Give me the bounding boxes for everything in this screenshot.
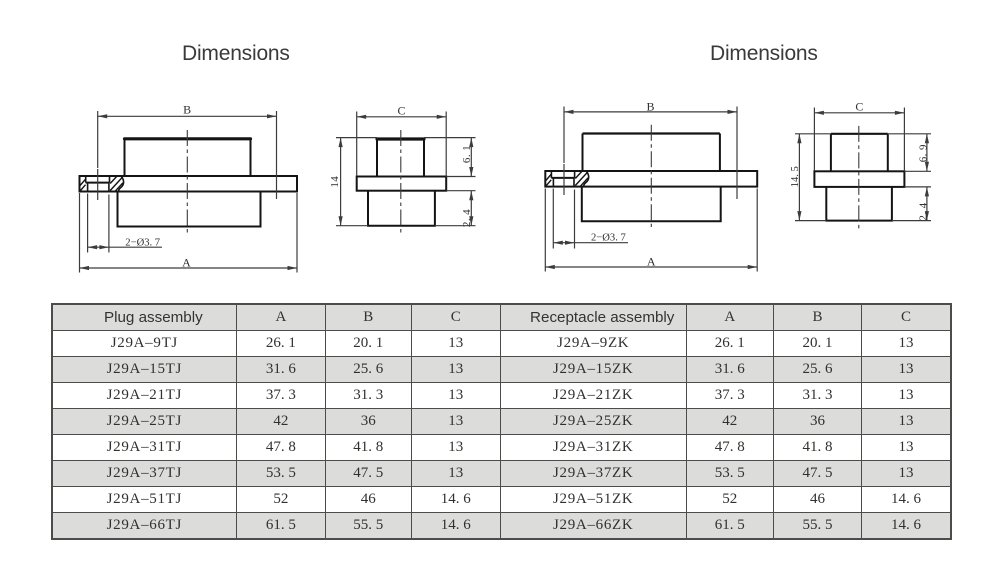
svg-text:6. 9: 6. 9 — [918, 144, 930, 162]
svg-text:A: A — [647, 255, 656, 269]
svg-text:14. 5: 14. 5 — [790, 166, 801, 187]
svg-text:2. 4: 2. 4 — [918, 202, 930, 220]
svg-text:2−Ø3. 7: 2−Ø3. 7 — [125, 237, 160, 248]
svg-text:2. 4: 2. 4 — [461, 209, 473, 227]
svg-text:A: A — [182, 256, 191, 270]
svg-text:C: C — [397, 103, 405, 117]
svg-text:C: C — [855, 99, 863, 113]
svg-text:14: 14 — [329, 176, 341, 188]
svg-text:B: B — [183, 103, 191, 117]
svg-text:2−Ø3. 7: 2−Ø3. 7 — [591, 233, 626, 244]
svg-text:B: B — [646, 99, 654, 113]
svg-text:6. 1: 6. 1 — [461, 145, 473, 163]
